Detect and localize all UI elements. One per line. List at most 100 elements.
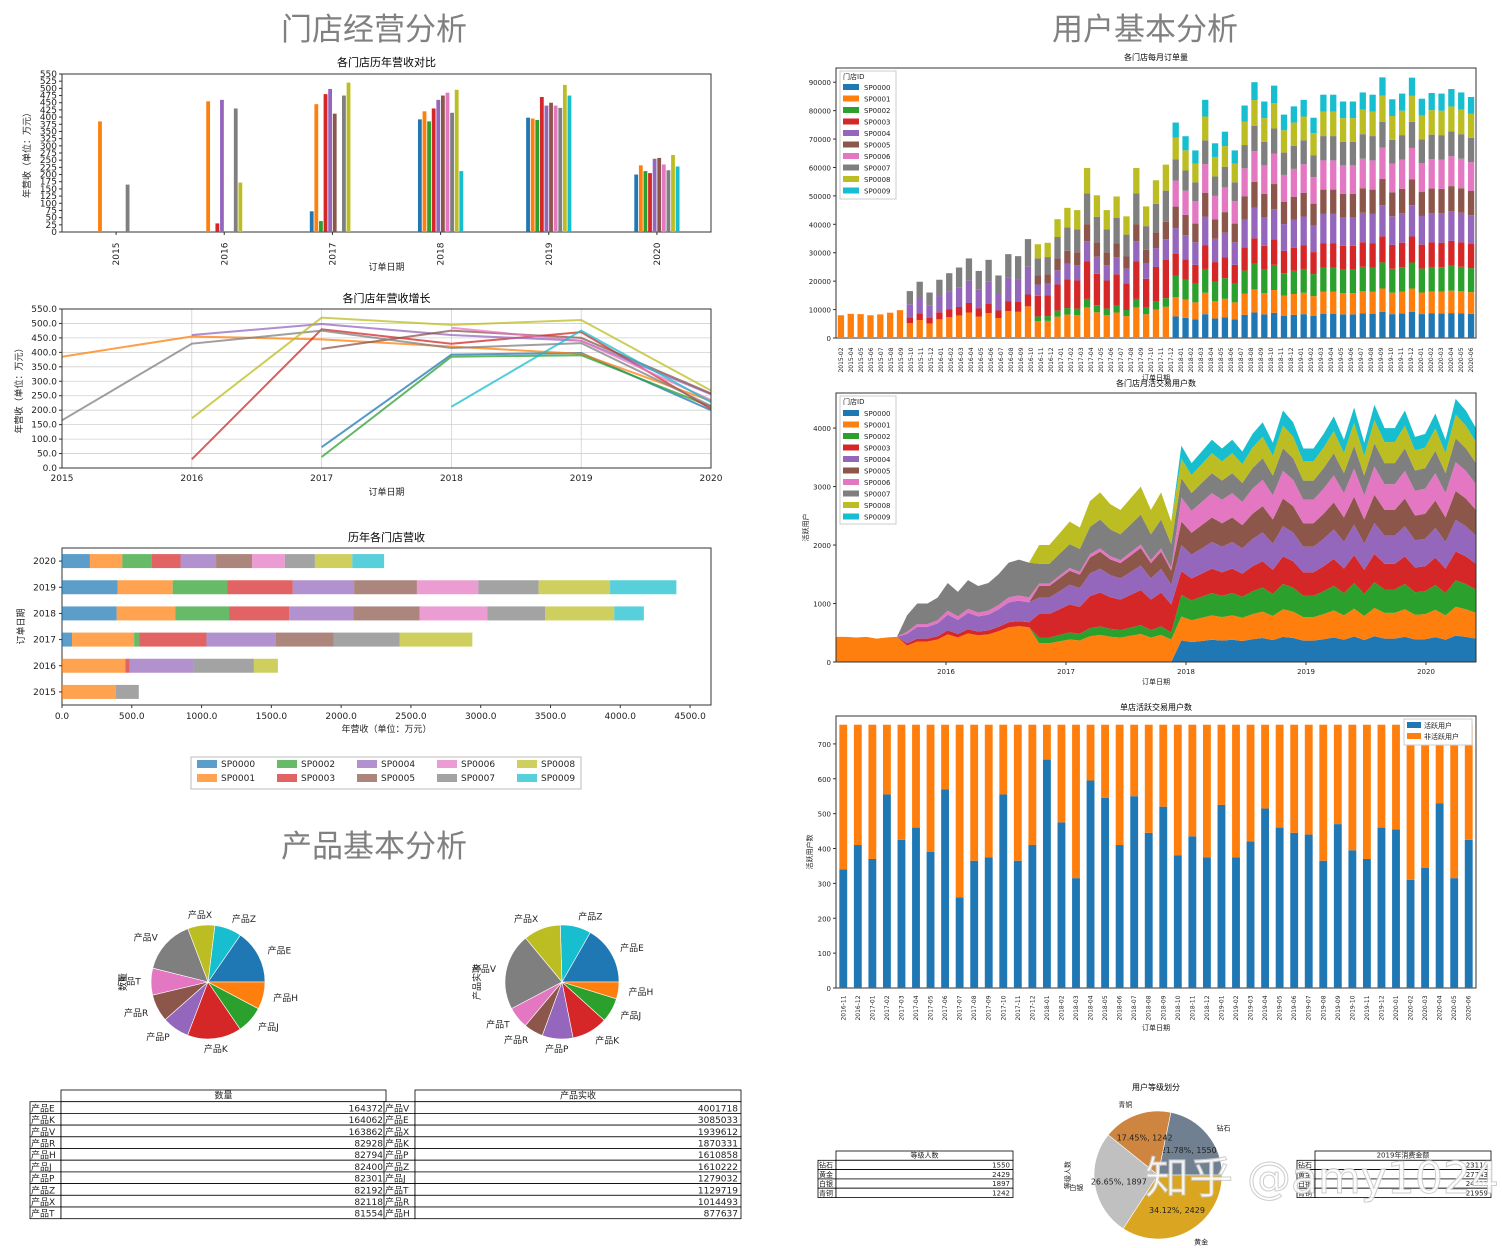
y-tick-label: 350 [40, 127, 57, 137]
stacked-bar-segment [1162, 221, 1169, 240]
active-bar [1013, 860, 1022, 988]
y-axis-label: 等级人数 [1063, 1161, 1072, 1189]
stacked-bar-segment [1271, 290, 1278, 313]
y-tick-label: 500 [818, 811, 831, 819]
stacked-bar-segment [1211, 156, 1219, 177]
x-tick-label: 2017-04 [1088, 347, 1095, 372]
y-tick-label: 400 [40, 113, 57, 123]
stacked-bar-segment [1389, 99, 1396, 116]
bar [238, 182, 243, 232]
legend-label: SP0000 [221, 760, 255, 770]
pie-label: 产品R [504, 1034, 528, 1046]
stacked-bar-segment [1458, 313, 1465, 338]
stacked-bar-segment [936, 312, 943, 320]
inactive-bar [1290, 724, 1299, 833]
stacked-bar-segment [1202, 192, 1209, 217]
stacked-bar-segment [1379, 236, 1386, 263]
stacked-bar-segment [1015, 311, 1022, 338]
stacked-bar-segment [955, 267, 963, 288]
stacked-bar-segment [1211, 238, 1219, 263]
inactive-bar [1421, 724, 1430, 868]
stacked-bar-segment [180, 554, 217, 569]
x-tick-label: 2018 [437, 242, 447, 265]
stacked-bar-segment [610, 580, 677, 595]
stacked-bar-segment [1280, 295, 1288, 316]
active-bar [955, 897, 964, 988]
bar [206, 101, 211, 232]
stacked-bar-segment [1202, 116, 1209, 141]
stacked-bar-segment [916, 319, 923, 338]
x-tick-label: 2017 [310, 474, 333, 484]
stacked-bar-segment [1241, 314, 1248, 338]
bar [323, 94, 328, 232]
stacked-bar-segment [1428, 93, 1435, 111]
stacked-bar-segment [1261, 217, 1268, 246]
stacked-bar-segment [985, 312, 992, 338]
stacked-bar-segment [1418, 314, 1425, 338]
x-tick-label: 2019-06 [1348, 347, 1355, 372]
legend-swatch [277, 760, 297, 768]
table-row-label: 产品K [385, 1138, 410, 1150]
x-tick-label: 1000.0 [186, 712, 218, 722]
active-bar [1028, 845, 1037, 988]
stacked-bar-segment [1379, 95, 1386, 122]
stacked-bar-segment [134, 632, 140, 647]
stacked-bar-segment [1143, 314, 1150, 338]
pie-slice [187, 981, 241, 1040]
stacked-bar-segment [545, 606, 615, 621]
bar [567, 95, 572, 232]
stacked-bar-segment [1280, 201, 1288, 225]
plot-frame [61, 73, 712, 233]
stacked-bar-segment [1103, 210, 1110, 230]
y-tick-label: 525 [40, 77, 57, 87]
x-tick-label: 2015-10 [908, 347, 915, 372]
stacked-bar-segment [1143, 278, 1150, 308]
stacked-bar-segment [1458, 242, 1465, 267]
legend-swatch [843, 456, 859, 462]
x-tick-label: 2016-12 [855, 995, 862, 1020]
stacked-bar-segment [1083, 224, 1091, 242]
stacked-bar-segment [1182, 214, 1189, 236]
stacked-bar-segment [1408, 205, 1416, 237]
active-bar [1173, 855, 1182, 988]
stacked-bar-segment [1113, 305, 1120, 313]
stacked-bar-segment [1349, 245, 1357, 270]
x-tick-label: 2017 [1057, 668, 1075, 676]
table-value: 82400 [354, 1163, 383, 1173]
stacked-bar-segment [1310, 117, 1317, 134]
x-tick-label: 2019-01 [1298, 347, 1305, 372]
stacked-bar-segment [985, 259, 992, 282]
bar [544, 105, 549, 232]
table-value: 81554 [354, 1210, 383, 1220]
stacked-bar-segment [1310, 274, 1317, 297]
x-tick-label: 2015-12 [928, 347, 935, 372]
x-tick-label: 2016-02 [948, 347, 955, 372]
stacked-bar-segment [1182, 136, 1189, 151]
bar [562, 84, 567, 232]
y-tick-label: 200 [818, 915, 831, 923]
stacked-bar-segment [1162, 190, 1169, 222]
stacked-bar-segment [1310, 225, 1317, 253]
stacked-bar-segment [1467, 113, 1475, 138]
y-tick-label: 90000 [809, 79, 831, 87]
x-tick-label: 2016-06 [988, 347, 995, 372]
series-line [320, 354, 712, 458]
x-tick-label: 2017-05 [1098, 347, 1105, 372]
stacked-bar-segment [1143, 206, 1150, 227]
stacked-bar-segment [1408, 311, 1416, 338]
stacked-bar-segment [1064, 207, 1071, 228]
stacked-bar-segment [1172, 137, 1179, 160]
bar [526, 117, 530, 232]
table-row-label: 黄金 [819, 1170, 833, 1179]
x-tick-label: 2018-09 [1258, 347, 1265, 372]
x-tick-label: 2016 [220, 242, 230, 265]
stacked-bar-segment [1399, 267, 1406, 292]
stacked-bar-segment [1133, 307, 1140, 338]
stacked-bar-segment [1448, 156, 1455, 187]
stacked-bar-segment [1349, 141, 1357, 166]
active-bar [1101, 797, 1110, 988]
stacked-bar-segment [1093, 216, 1101, 243]
stacked-bar-segment [1182, 299, 1189, 318]
stacked-bar-segment [175, 606, 230, 621]
bar [98, 121, 102, 232]
